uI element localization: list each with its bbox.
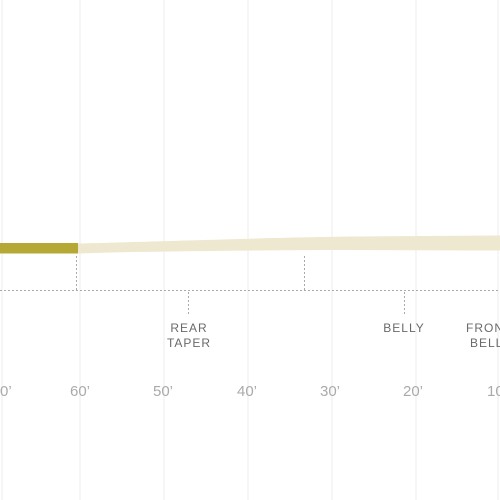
line-tip-segment: [0, 243, 78, 254]
scale-label-40: 40’: [237, 383, 258, 400]
scale-label-60: 60’: [70, 383, 91, 400]
scale-label-50: 50’: [153, 383, 174, 400]
front-belly-label: FRON BELL: [466, 321, 500, 350]
rear-taper-label: REAR TAPER: [166, 321, 212, 350]
belly-label: BELLY: [383, 321, 425, 335]
scale-label-20: 20’: [403, 383, 424, 400]
scale-label-30: 30’: [320, 383, 341, 400]
scale-label-0: 0’: [0, 383, 12, 400]
line-body: [78, 235, 500, 254]
scale-label-10: 10: [487, 383, 500, 400]
